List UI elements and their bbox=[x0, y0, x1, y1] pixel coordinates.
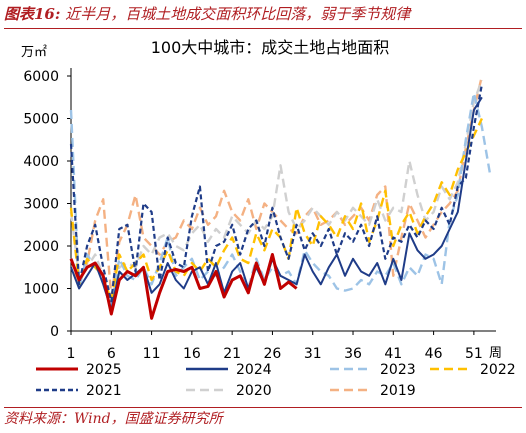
legend-item-2019: 2019 bbox=[330, 383, 416, 399]
series-line-2025 bbox=[69, 253, 298, 320]
x-tick-label: 6 bbox=[107, 346, 116, 362]
figure-caption: 图表16: 近半月，百城土地成交面积环比回落，弱于季节规律 bbox=[4, 2, 522, 29]
legend: 2025 2024 2023 2022 2021 2020 2019 bbox=[36, 362, 516, 399]
y-tick-label: 6000 bbox=[23, 69, 59, 85]
legend-label: 2024 bbox=[236, 362, 272, 378]
series-line-2020 bbox=[69, 79, 484, 307]
x-tick-label: 1 bbox=[67, 346, 76, 362]
x-tick-label: 41 bbox=[384, 346, 402, 362]
y-tick-label: 1000 bbox=[23, 282, 59, 298]
legend-item-2021: 2021 bbox=[36, 383, 122, 399]
x-tick-label: 46 bbox=[425, 346, 443, 362]
legend-item-2025: 2025 bbox=[36, 362, 122, 378]
series-line-2021 bbox=[69, 84, 483, 303]
legend-label: 2020 bbox=[236, 383, 272, 399]
chart-title: 100大中城市：成交土地占地面积 bbox=[151, 38, 390, 57]
y-tick-label: 2000 bbox=[23, 239, 59, 255]
y-axis-unit: 万㎡ bbox=[21, 45, 47, 60]
x-axis: 1 6 11 16 21 26 31 36 41 46 51 bbox=[67, 330, 496, 362]
series-line-2022 bbox=[69, 117, 483, 303]
y-tick-label: 3000 bbox=[23, 197, 59, 213]
y-tick-label: 0 bbox=[50, 324, 59, 340]
legend-label: 2022 bbox=[480, 362, 516, 378]
series-line-2019 bbox=[69, 75, 484, 299]
x-tick-label: 21 bbox=[223, 346, 241, 362]
y-tick-label: 5000 bbox=[23, 112, 59, 128]
legend-item-2024: 2024 bbox=[186, 362, 272, 378]
legend-label: 2021 bbox=[86, 383, 122, 399]
figure-caption-text: 近半月，百城土地成交面积环比回落，弱于季节规律 bbox=[65, 5, 411, 23]
plot-area bbox=[69, 75, 492, 320]
x-tick-label: 16 bbox=[183, 346, 201, 362]
legend-label: 2025 bbox=[86, 362, 122, 378]
figure-label: 图表16: bbox=[4, 5, 61, 23]
x-tick-label: 11 bbox=[143, 346, 161, 362]
legend-label: 2023 bbox=[380, 362, 416, 378]
legend-item-2023: 2023 bbox=[330, 362, 416, 378]
x-axis-unit: 周 bbox=[489, 346, 502, 361]
legend-label: 2019 bbox=[380, 383, 416, 399]
x-tick-label: 26 bbox=[264, 346, 282, 362]
legend-item-2022: 2022 bbox=[430, 362, 516, 378]
legend-item-2020: 2020 bbox=[186, 383, 272, 399]
x-tick-label: 51 bbox=[465, 346, 483, 362]
y-axis: 0 1000 2000 3000 4000 5000 6000 bbox=[23, 68, 72, 340]
y-tick-label: 4000 bbox=[23, 154, 59, 170]
x-tick-label: 31 bbox=[304, 346, 322, 362]
x-tick-label: 36 bbox=[344, 346, 362, 362]
source-note: 资料来源：Wind，国盛证券研究所 bbox=[4, 407, 522, 432]
